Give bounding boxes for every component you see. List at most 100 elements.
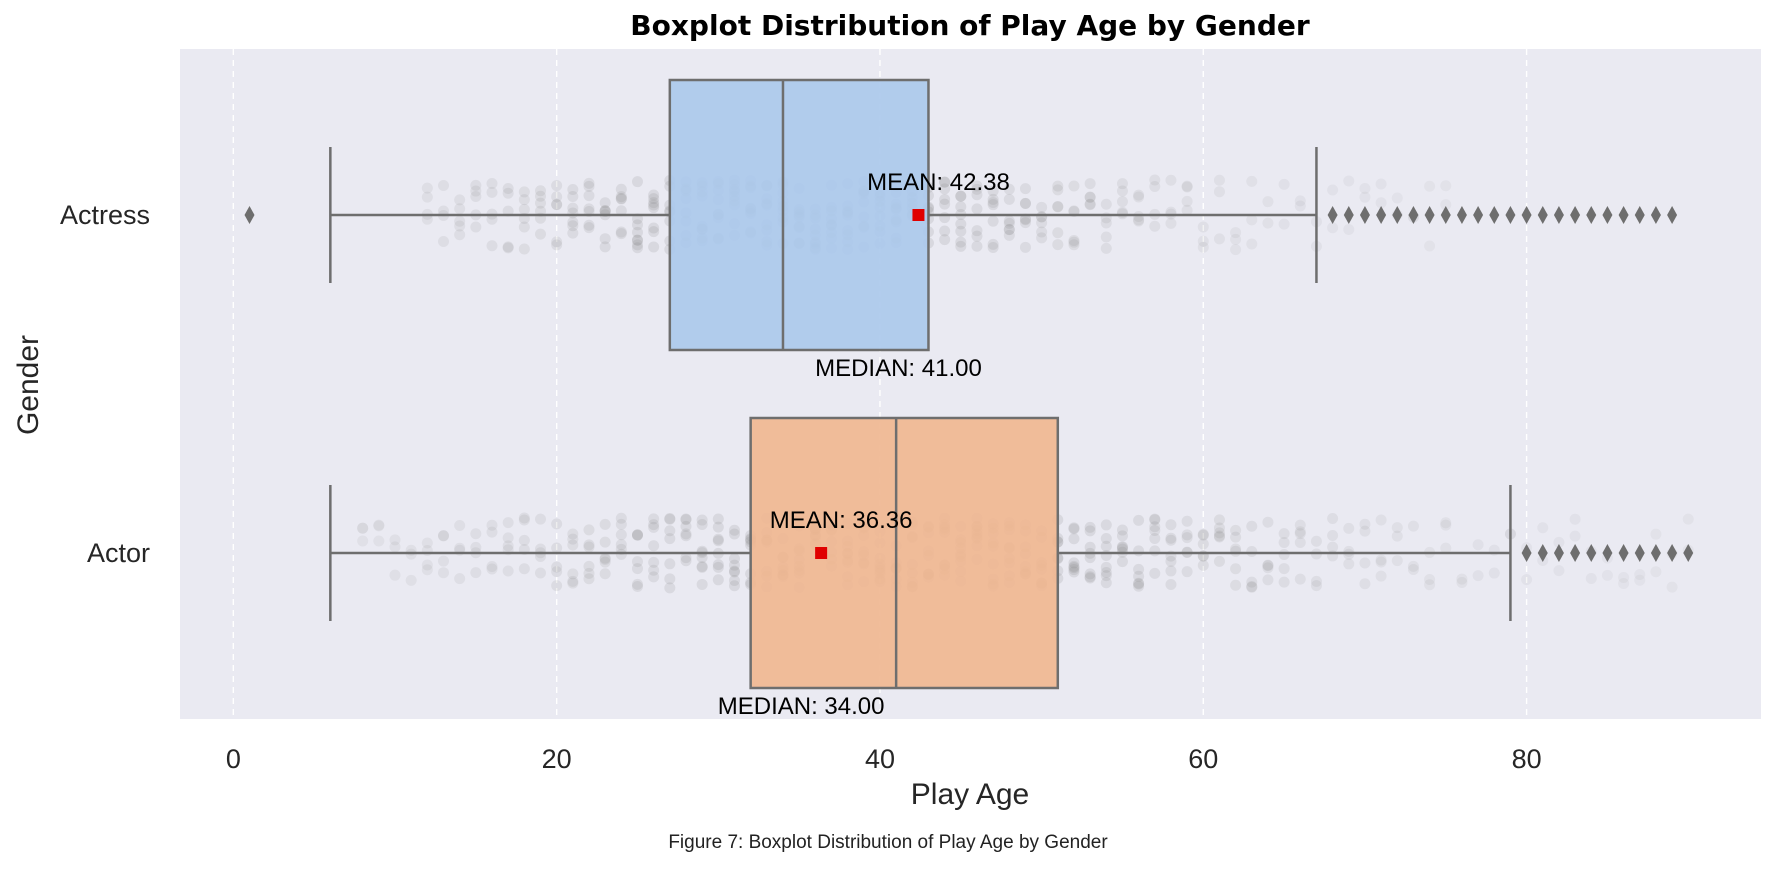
strip-point bbox=[1068, 205, 1080, 217]
strip-point bbox=[631, 242, 643, 254]
strip-point bbox=[631, 234, 643, 246]
tick-labels: 0 20 40 60 80 Actress Actor bbox=[60, 200, 1542, 774]
strip-point bbox=[648, 202, 660, 214]
strip-point bbox=[454, 194, 466, 206]
strip-point bbox=[1197, 528, 1209, 540]
strip-point bbox=[1230, 227, 1242, 239]
strip-point bbox=[486, 561, 498, 573]
strip-point bbox=[1310, 535, 1322, 547]
strip-point bbox=[389, 541, 401, 553]
strip-point bbox=[438, 555, 449, 567]
strip-point bbox=[1650, 566, 1662, 578]
strip-point bbox=[454, 573, 466, 585]
strip-point bbox=[648, 226, 660, 238]
strip-point bbox=[567, 191, 579, 203]
strip-point bbox=[583, 573, 595, 585]
strip-point bbox=[1181, 180, 1193, 192]
strip-point bbox=[648, 199, 660, 211]
outlier-point bbox=[1667, 544, 1678, 562]
strip-point bbox=[438, 567, 449, 579]
strip-point bbox=[1359, 557, 1371, 569]
strip-point bbox=[1197, 221, 1209, 233]
strip-point bbox=[680, 513, 692, 525]
strip-point bbox=[680, 528, 692, 540]
strip-point bbox=[1197, 538, 1209, 550]
strip-point bbox=[1375, 514, 1387, 526]
strip-point bbox=[1068, 523, 1080, 535]
strip-point bbox=[1230, 563, 1242, 575]
strip-point bbox=[615, 228, 627, 240]
strip-point bbox=[1456, 576, 1468, 588]
strip-point bbox=[1116, 542, 1128, 554]
strip-point bbox=[567, 202, 579, 214]
figure-caption: Figure 7: Boxplot Distribution of Play A… bbox=[668, 832, 1108, 853]
strip-point bbox=[534, 228, 546, 240]
strip-point bbox=[1181, 532, 1193, 544]
strip-point bbox=[551, 239, 563, 251]
strip-point bbox=[470, 541, 482, 553]
mean-marker bbox=[815, 547, 828, 559]
strip-point bbox=[567, 568, 579, 580]
outlier-point bbox=[244, 206, 255, 224]
strip-point bbox=[1327, 184, 1339, 196]
strip-point bbox=[1068, 562, 1080, 574]
strip-point bbox=[648, 564, 660, 576]
strip-point bbox=[1068, 533, 1080, 545]
strip-point bbox=[1213, 174, 1225, 186]
strip-point bbox=[486, 519, 498, 531]
strip-point bbox=[599, 518, 611, 530]
strip-point bbox=[534, 567, 546, 579]
outlier-point bbox=[1634, 544, 1645, 562]
strip-point bbox=[1262, 562, 1274, 574]
strip-point bbox=[1165, 565, 1177, 577]
strip-point bbox=[438, 236, 449, 248]
strip-point bbox=[1052, 180, 1064, 192]
strip-point bbox=[1601, 569, 1613, 581]
strip-point bbox=[1230, 244, 1242, 256]
strip-point bbox=[1165, 174, 1177, 186]
strip-point bbox=[1650, 528, 1662, 540]
y-tick-label: Actor bbox=[87, 538, 150, 568]
strip-point bbox=[1424, 579, 1436, 591]
strip-point bbox=[1407, 560, 1419, 572]
strip-point bbox=[1230, 233, 1242, 245]
outlier-point bbox=[1586, 206, 1597, 224]
strip-point bbox=[648, 189, 660, 201]
strip-point bbox=[1084, 552, 1096, 564]
strip-point bbox=[567, 528, 579, 540]
strip-point bbox=[583, 177, 595, 189]
strip-point bbox=[1230, 524, 1242, 536]
strip-point bbox=[1052, 200, 1064, 212]
strip-point bbox=[631, 226, 643, 238]
strip-point bbox=[1084, 199, 1096, 211]
strip-point bbox=[664, 525, 676, 537]
strip-point bbox=[1052, 184, 1064, 196]
strip-point bbox=[1488, 567, 1500, 579]
strip-point bbox=[1003, 224, 1015, 236]
strip-point bbox=[1440, 199, 1452, 211]
strip-point bbox=[1019, 197, 1031, 209]
strip-point bbox=[1682, 513, 1694, 525]
strip-point bbox=[1197, 241, 1209, 253]
strip-point bbox=[728, 553, 740, 565]
outlier-point bbox=[1521, 206, 1532, 224]
strip-point bbox=[518, 512, 530, 524]
strip-point bbox=[648, 222, 660, 234]
strip-point bbox=[987, 185, 999, 197]
strip-point bbox=[1116, 541, 1128, 553]
strip-point bbox=[1246, 581, 1258, 593]
strip-point bbox=[1084, 568, 1096, 580]
strip-point bbox=[1084, 178, 1096, 190]
strip-point bbox=[615, 529, 627, 541]
strip-point bbox=[955, 201, 967, 213]
strip-point bbox=[648, 197, 660, 209]
strip-point bbox=[551, 561, 563, 573]
y-axis-label: Gender bbox=[12, 335, 45, 435]
mean-annotation: MEAN: 36.36 bbox=[770, 507, 913, 534]
strip-point bbox=[1084, 525, 1096, 537]
strip-point bbox=[955, 236, 967, 248]
strip-point bbox=[1375, 570, 1387, 582]
strip-point bbox=[939, 183, 951, 195]
strip-point bbox=[567, 216, 579, 228]
